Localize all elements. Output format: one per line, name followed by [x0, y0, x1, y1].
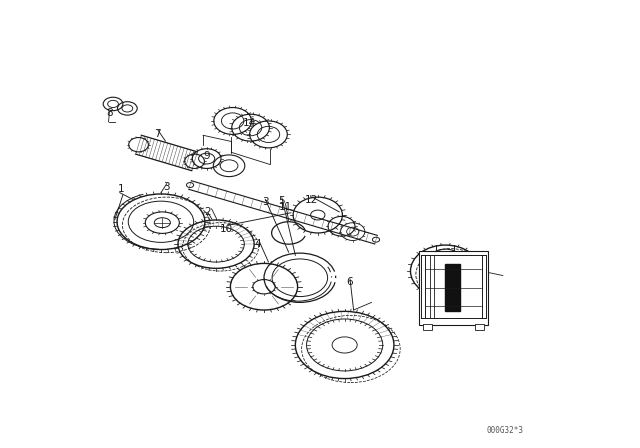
FancyBboxPatch shape [445, 264, 460, 311]
Text: 6: 6 [346, 277, 353, 287]
Text: 13: 13 [421, 311, 435, 321]
Text: 4: 4 [255, 239, 262, 249]
Text: 5: 5 [278, 196, 284, 206]
Text: 7: 7 [154, 129, 161, 138]
Text: 12: 12 [305, 195, 317, 205]
Text: 11: 11 [279, 202, 292, 212]
FancyBboxPatch shape [474, 324, 484, 330]
Text: 9: 9 [204, 151, 211, 161]
Text: 3: 3 [262, 198, 269, 207]
Text: 3: 3 [163, 182, 170, 192]
Text: 10: 10 [220, 224, 233, 234]
Text: 1: 1 [117, 184, 124, 194]
Text: 000G32*3: 000G32*3 [487, 426, 524, 435]
FancyBboxPatch shape [419, 251, 488, 325]
Text: 14: 14 [243, 118, 256, 128]
FancyBboxPatch shape [423, 324, 432, 330]
Text: 2: 2 [204, 207, 211, 217]
Text: 8: 8 [106, 108, 113, 118]
